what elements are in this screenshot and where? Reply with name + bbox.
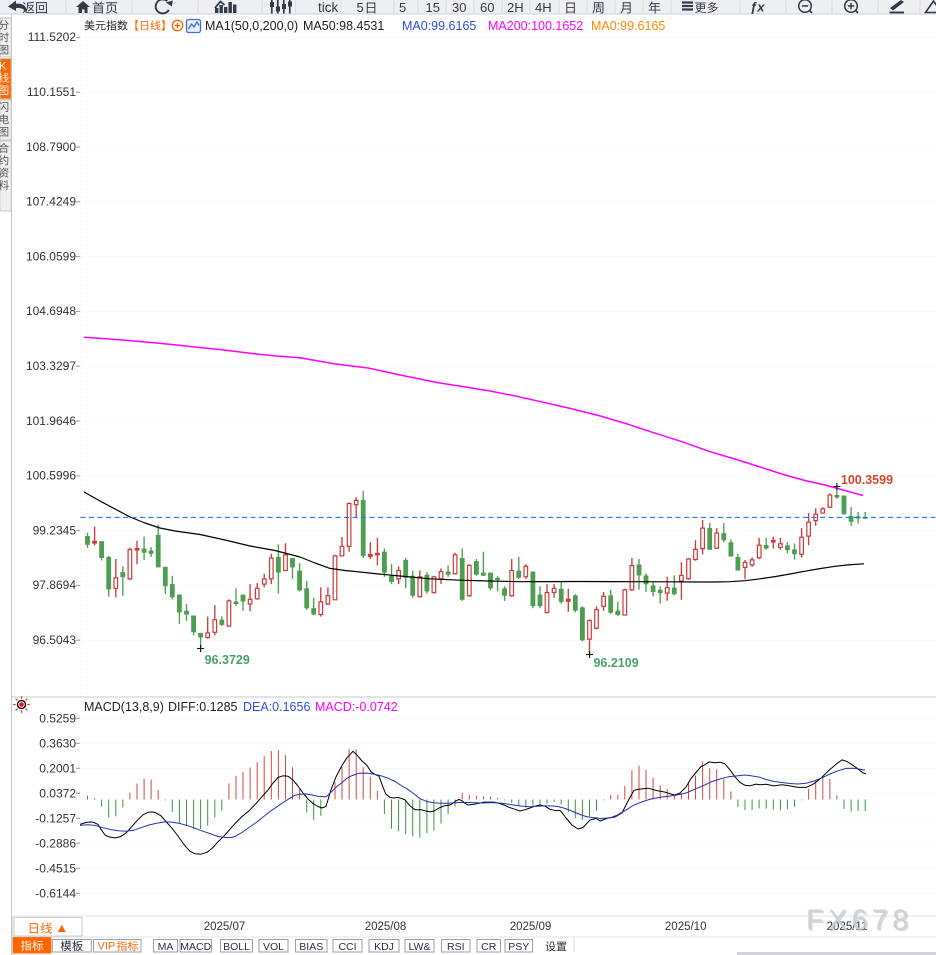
svg-text:MA: MA xyxy=(158,941,174,953)
svg-text:DIFF:0.1285: DIFF:0.1285 xyxy=(168,700,238,714)
svg-text:107.4249: 107.4249 xyxy=(26,195,76,209)
svg-text:2025/11: 2025/11 xyxy=(827,921,868,933)
svg-text:103.3297: 103.3297 xyxy=(26,359,76,373)
svg-text:97.8694: 97.8694 xyxy=(33,578,77,592)
svg-text:0.3630: 0.3630 xyxy=(39,737,76,751)
svg-text:106.0599: 106.0599 xyxy=(26,249,76,263)
svg-text:FX678: FX678 xyxy=(806,905,912,937)
svg-text:MA0:99.6165: MA0:99.6165 xyxy=(402,19,476,33)
svg-text:FX678: FX678 xyxy=(808,906,914,938)
svg-text:VIP: VIP xyxy=(98,941,116,953)
svg-text:MACD:-0.0742: MACD:-0.0742 xyxy=(315,700,398,714)
svg-text:2H: 2H xyxy=(507,0,524,15)
svg-text:VOL: VOL xyxy=(263,941,284,953)
svg-text:100.3599: 100.3599 xyxy=(841,473,893,487)
svg-text:BIAS: BIAS xyxy=(299,941,323,953)
svg-text:2025/09: 2025/09 xyxy=(510,921,552,933)
svg-text:MA0:99.6165: MA0:99.6165 xyxy=(591,19,665,33)
svg-text:4H: 4H xyxy=(535,0,552,15)
svg-text:0.2001: 0.2001 xyxy=(39,762,76,776)
svg-text:2025/10: 2025/10 xyxy=(665,921,707,933)
svg-text:MA1(50,0,200,0): MA1(50,0,200,0) xyxy=(205,19,298,33)
svg-text:5: 5 xyxy=(399,0,406,15)
svg-text:2025/08: 2025/08 xyxy=(365,921,407,933)
svg-text:MACD(13,8,9): MACD(13,8,9) xyxy=(84,700,164,714)
svg-text:96.3729: 96.3729 xyxy=(205,653,250,667)
svg-text:60: 60 xyxy=(480,0,494,15)
svg-text:30: 30 xyxy=(452,0,466,15)
svg-text:DEA:0.1656: DEA:0.1656 xyxy=(243,700,310,714)
svg-text:-0.2886: -0.2886 xyxy=(35,837,76,851)
svg-text:KDJ: KDJ xyxy=(374,941,394,953)
svg-text:96.2109: 96.2109 xyxy=(593,656,638,670)
svg-text:2025/07: 2025/07 xyxy=(204,921,246,933)
svg-text:0.0372: 0.0372 xyxy=(39,787,76,801)
svg-text:CR: CR xyxy=(481,941,497,953)
svg-text:MA50:98.4531: MA50:98.4531 xyxy=(303,19,384,33)
svg-text:LW&: LW& xyxy=(409,941,431,953)
svg-text:MACD: MACD xyxy=(180,941,211,953)
svg-text:PSY: PSY xyxy=(508,941,529,953)
svg-text:tick: tick xyxy=(318,0,339,15)
svg-text:15: 15 xyxy=(426,0,440,15)
svg-text:BOLL: BOLL xyxy=(223,941,250,953)
svg-text:0.5259: 0.5259 xyxy=(39,712,76,726)
svg-text:RSI: RSI xyxy=(447,941,465,953)
svg-text:ƒx: ƒx xyxy=(750,0,765,15)
svg-text:100.5996: 100.5996 xyxy=(26,469,76,483)
svg-text:K: K xyxy=(0,61,7,73)
svg-text:110.1551: 110.1551 xyxy=(27,85,76,99)
svg-text:-0.6144: -0.6144 xyxy=(35,887,76,901)
svg-text:101.9646: 101.9646 xyxy=(26,414,76,428)
svg-text:-0.4515: -0.4515 xyxy=(35,862,76,876)
svg-text:99.2345: 99.2345 xyxy=(33,523,77,537)
svg-text:96.5043: 96.5043 xyxy=(33,633,77,647)
svg-text:MA200:100.1652: MA200:100.1652 xyxy=(488,19,583,33)
svg-text:111.5202: 111.5202 xyxy=(28,30,77,44)
svg-text:108.7900: 108.7900 xyxy=(26,140,76,154)
svg-text:CCI: CCI xyxy=(338,941,356,953)
svg-text:104.6948: 104.6948 xyxy=(26,304,76,318)
svg-text:-0.1257: -0.1257 xyxy=(35,812,76,826)
svg-text:5: 5 xyxy=(357,0,364,15)
